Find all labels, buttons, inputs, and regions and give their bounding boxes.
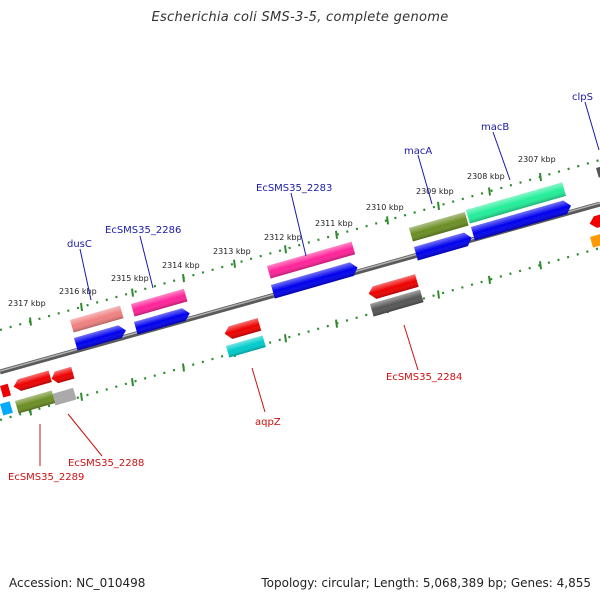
ruler-tick xyxy=(80,302,83,312)
ruler-tick xyxy=(182,363,185,372)
gene-right-edge xyxy=(589,212,600,228)
gene-left-red-2 xyxy=(13,370,52,391)
gene-dusc xyxy=(70,305,124,333)
gene-label-ecsms35-2283: EcSMS35_2283 xyxy=(256,183,332,194)
ruler-label: 2310 kbp xyxy=(366,203,404,212)
ruler-label: 2312 kbp xyxy=(264,233,302,242)
ruler-tick xyxy=(80,392,83,401)
gene-clps xyxy=(596,165,600,178)
accession-text: Accession: NC_010498 xyxy=(9,576,146,590)
ruler-label: 2314 kbp xyxy=(162,261,200,270)
gene-labels-reverse: EcSMS35_2284 aqpZ EcSMS35_2288 EcSMS35_2… xyxy=(8,372,462,483)
gene-aqpz-cds xyxy=(224,318,262,339)
ruler-tick xyxy=(284,245,287,254)
gene-maca-cds xyxy=(414,232,472,261)
reverse-features xyxy=(0,212,600,416)
ruler-tick xyxy=(488,187,491,196)
gene-macb xyxy=(466,182,566,224)
gene-labels-forward: clpS macB macA EcSMS35_2283 EcSMS35_2286… xyxy=(67,92,593,250)
gene-label-ecsms35-2288: EcSMS35_2288 xyxy=(68,458,144,469)
ruler-label: 2309 kbp xyxy=(416,187,454,196)
gene-ecsms35-2283 xyxy=(267,241,356,279)
ruler-tick xyxy=(284,334,287,343)
gene-aqpz xyxy=(226,335,266,358)
ruler-label: 2311 kbp xyxy=(315,219,353,228)
ruler-tick xyxy=(182,274,185,283)
gene-ecsms35-2286 xyxy=(131,288,188,317)
genome-summary-text: Topology: circular; Length: 5,068,389 bp… xyxy=(261,576,591,590)
ruler-label: 2316 kbp xyxy=(59,287,97,296)
gene-label-ecsms35-2286: EcSMS35_2286 xyxy=(105,225,181,236)
inner-ruler xyxy=(0,246,600,422)
ruler-label: 2317 kbp xyxy=(8,299,46,308)
ruler-tick xyxy=(437,201,440,211)
ruler-tick xyxy=(437,290,440,299)
gene-label-maca: macA xyxy=(404,146,432,157)
gene-macb-cds xyxy=(471,200,571,241)
gene-label-ecsms35-2284: EcSMS35_2284 xyxy=(386,372,462,383)
ruler-tick xyxy=(131,378,134,387)
gene-label-dusc: dusC xyxy=(67,239,92,250)
ruler-tick xyxy=(539,172,542,182)
ruler-tick xyxy=(488,275,491,284)
gene-ecsms35-2289 xyxy=(15,390,56,414)
map-title: Escherichia coli SMS-3-5, complete genom… xyxy=(151,10,449,25)
gene-left-red-3 xyxy=(51,366,75,384)
forward-features xyxy=(70,165,600,351)
gene-ecsms35-2284 xyxy=(370,289,424,317)
gene-label-macb: macB xyxy=(481,122,509,133)
gene-label-aqpz: aqpZ xyxy=(255,417,281,428)
outer-ruler xyxy=(0,158,600,332)
ruler-tick xyxy=(335,319,338,328)
gene-label-ecsms35-2289: EcSMS35_2289 xyxy=(8,472,84,483)
gene-maca xyxy=(409,212,469,242)
ruler-label: 2313 kbp xyxy=(213,247,251,256)
gene-left-cyan xyxy=(0,401,13,416)
ruler-labels: 2307 kbp 2308 kbp 2309 kbp 2310 kbp 2311… xyxy=(8,155,556,308)
ruler-tick xyxy=(29,317,32,326)
ruler-label: 2307 kbp xyxy=(518,155,556,164)
ruler-tick xyxy=(131,288,134,297)
ruler-tick xyxy=(386,216,389,225)
ruler-tick xyxy=(335,230,338,239)
gene-ecsms35-2284-cds xyxy=(368,274,419,299)
gene-left-red-1 xyxy=(0,383,11,398)
gene-ecsms35-2288 xyxy=(52,387,77,406)
gene-dusc-cds xyxy=(74,325,126,351)
ruler-tick xyxy=(233,259,236,268)
gene-right-edge-orange xyxy=(590,233,600,248)
ruler-label: 2308 kbp xyxy=(467,172,505,181)
gene-ecsms35-2286-cds xyxy=(134,308,190,335)
ruler-tick xyxy=(539,261,542,270)
leader-lines xyxy=(39,101,600,466)
gene-label-clps: clpS xyxy=(572,92,593,103)
ruler-label: 2315 kbp xyxy=(111,274,149,283)
gene-ecsms35-2283-cds xyxy=(271,262,358,299)
